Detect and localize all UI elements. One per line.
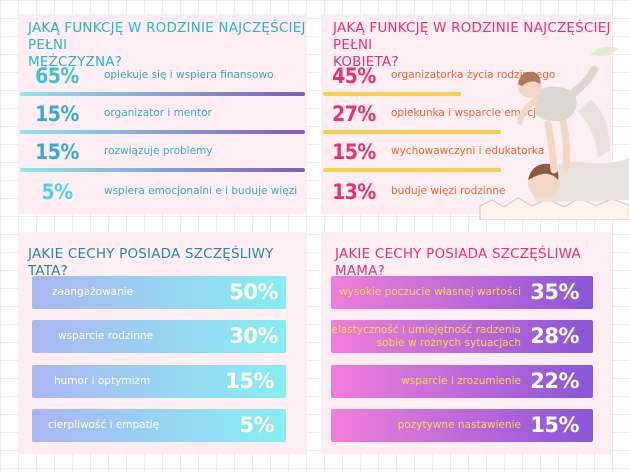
women-row-underline (323, 92, 461, 96)
men-row-label: organizator i mentor (104, 107, 212, 119)
panel-mom-title: JAKIE CECHY POSIADA SZCZĘŚLIWA MAMA? (335, 246, 581, 279)
dad-bar-4: cierpliwość i empatię 5% (32, 409, 286, 442)
women-row-label: organizatorka życia rodzinnego (391, 69, 556, 81)
men-row-3: 15% rozwiązuje problemy (18, 136, 307, 172)
mom-bar-label: elastyczność i umiejętność radzenia sobi… (331, 324, 521, 350)
men-row-4: 5% wspiera emocjonalni e i buduje więzi (18, 176, 307, 212)
women-row-pct: 13% (332, 180, 376, 204)
women-row-pct: 27% (332, 102, 376, 126)
men-row-1: 65% opiekuje się i wspiera finansowo (18, 60, 307, 96)
panel-happy-mom: JAKIE CECHY POSIADA SZCZĘŚLIWA MAMA? wys… (321, 232, 611, 454)
dad-bar-pct: 30% (229, 324, 278, 348)
dad-bar-label: wsparcie rodzinne (58, 330, 154, 342)
mom-bar-pct: 28% (530, 324, 579, 348)
dad-bar-2: wsparcie rodzinne 30% (32, 320, 286, 353)
men-row-pct: 5% (41, 180, 73, 204)
men-row-2: 15% organizator i mentor (18, 98, 307, 134)
women-row-label: buduje więzi rodzinne (391, 185, 506, 197)
dad-bar-label: cierpliwość i empatię (48, 419, 160, 431)
panel-dad-title: JAKIE CECHY POSIADA SZCZĘŚLIWY TATA? (28, 246, 274, 279)
women-row-underline (323, 130, 501, 134)
men-row-label: rozwiązuje problemy (104, 145, 213, 157)
men-row-underline (20, 130, 305, 134)
mom-bar-3: wsparcie i zrozumienie 22% (331, 365, 593, 398)
women-row-3: 15% wychowawczyni i edukatorka (321, 136, 611, 172)
mom-bar-pct: 22% (530, 369, 579, 393)
mom-bar-1: wysokie poczucie własnej wartości 35% (331, 276, 593, 309)
mom-bar-2: elastyczność i umiejętność radzenia sobi… (331, 320, 593, 353)
men-row-pct: 65% (35, 64, 79, 88)
dad-bar-pct: 5% (239, 413, 274, 437)
women-row-underline (323, 168, 501, 172)
men-row-label: wspiera emocjonalni e i buduje więzi (104, 185, 298, 197)
dad-bar-3: humor i optymizm 15% (32, 365, 286, 398)
panel-women-title-line2: KOBIETA? (333, 54, 399, 70)
mom-bar-label: pozytywne nastawienie (397, 419, 521, 431)
women-row-pct: 15% (332, 140, 376, 164)
panel-men-title-line2: MĘŻCZYZNA? (28, 54, 123, 70)
dad-bar-label: humor i optymizm (54, 375, 151, 387)
men-row-pct: 15% (35, 102, 79, 126)
panel-happy-dad: JAKIE CECHY POSIADA SZCZĘŚLIWY TATA? zaa… (18, 232, 307, 454)
father-lifting-child-icon (470, 40, 629, 220)
mom-bar-pct: 35% (530, 280, 579, 304)
mom-bar-label-line2: sobie w rożnych sytuacjach (376, 337, 521, 349)
men-row-pct: 15% (35, 140, 79, 164)
men-row-label: opiekuje się i wspiera finansowo (104, 69, 274, 81)
dad-bar-pct: 15% (225, 369, 274, 393)
men-row-underline (20, 168, 305, 172)
panel-men-roles: JAKĄ FUNKCJĘ W RODZINIE NAJCZĘŚCIEJ PEŁN… (18, 14, 307, 214)
men-row-underline (20, 92, 305, 96)
panel-women-title: JAKĄ FUNKCJĘ W RODZINIE NAJCZĘŚCIEJ PEŁN… (333, 20, 611, 71)
mom-bar-pct: 15% (530, 413, 579, 437)
women-row-4: 13% buduje więzi rodzinne (321, 176, 611, 212)
mom-bar-label: wysokie poczucie własnej wartości (339, 286, 521, 298)
mom-bar-label-line1: elastyczność i umiejętność radzenia (331, 324, 521, 336)
women-row-1: 45% organizatorka życia rodzinnego (321, 60, 611, 96)
panel-men-title-line1: JAKĄ FUNKCJĘ W RODZINIE NAJCZĘŚCIEJ PEŁN… (28, 20, 306, 53)
mom-bar-4: pozytywne nastawienie 15% (331, 409, 593, 442)
dad-bar-label: zaangażowanie (52, 286, 134, 298)
mom-bar-label: wsparcie i zrozumienie (401, 375, 521, 387)
dad-bar-pct: 50% (229, 280, 278, 304)
women-row-label: wychowawczyni i edukatorka (391, 145, 545, 157)
panel-women-title-line1: JAKĄ FUNKCJĘ W RODZINIE NAJCZĘŚCIEJ PEŁN… (333, 20, 611, 53)
women-row-pct: 45% (332, 64, 376, 88)
panel-men-title: JAKĄ FUNKCJĘ W RODZINIE NAJCZĘŚCIEJ PEŁN… (28, 20, 307, 71)
dad-bar-1: zaangażowanie 50% (32, 276, 286, 309)
